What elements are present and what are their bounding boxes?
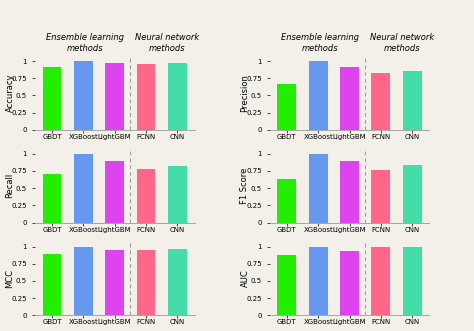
Text: Neural network
methods: Neural network methods: [370, 33, 434, 53]
Y-axis label: AUC: AUC: [240, 269, 249, 287]
Text: Ensemble learning
methods: Ensemble learning methods: [46, 33, 124, 53]
Bar: [372, 73, 390, 130]
Bar: [137, 250, 155, 315]
Bar: [137, 169, 155, 222]
Y-axis label: MCC: MCC: [6, 269, 15, 288]
Text: Ensemble learning
methods: Ensemble learning methods: [281, 33, 359, 53]
Bar: [340, 161, 359, 222]
Bar: [340, 67, 359, 130]
Bar: [372, 169, 390, 222]
Bar: [403, 71, 421, 130]
Y-axis label: Accuracy: Accuracy: [6, 73, 15, 112]
Bar: [309, 61, 328, 130]
Bar: [74, 61, 93, 130]
Bar: [309, 247, 328, 315]
Bar: [277, 255, 296, 315]
Bar: [105, 250, 124, 315]
Bar: [43, 254, 61, 315]
Y-axis label: Recall: Recall: [6, 173, 15, 198]
Bar: [168, 166, 187, 222]
Bar: [277, 178, 296, 222]
Y-axis label: F1 Score: F1 Score: [240, 167, 249, 204]
Bar: [74, 247, 93, 315]
Bar: [74, 154, 93, 222]
Bar: [403, 166, 421, 222]
Bar: [43, 174, 61, 222]
Bar: [340, 251, 359, 315]
Bar: [105, 161, 124, 222]
Bar: [105, 63, 124, 130]
Bar: [403, 247, 421, 315]
Bar: [277, 84, 296, 130]
Text: Neural network
methods: Neural network methods: [135, 33, 199, 53]
Bar: [168, 249, 187, 315]
Bar: [168, 63, 187, 130]
Bar: [43, 67, 61, 130]
Y-axis label: Precision: Precision: [240, 74, 249, 112]
Bar: [309, 154, 328, 222]
Bar: [372, 247, 390, 315]
Bar: [137, 64, 155, 130]
